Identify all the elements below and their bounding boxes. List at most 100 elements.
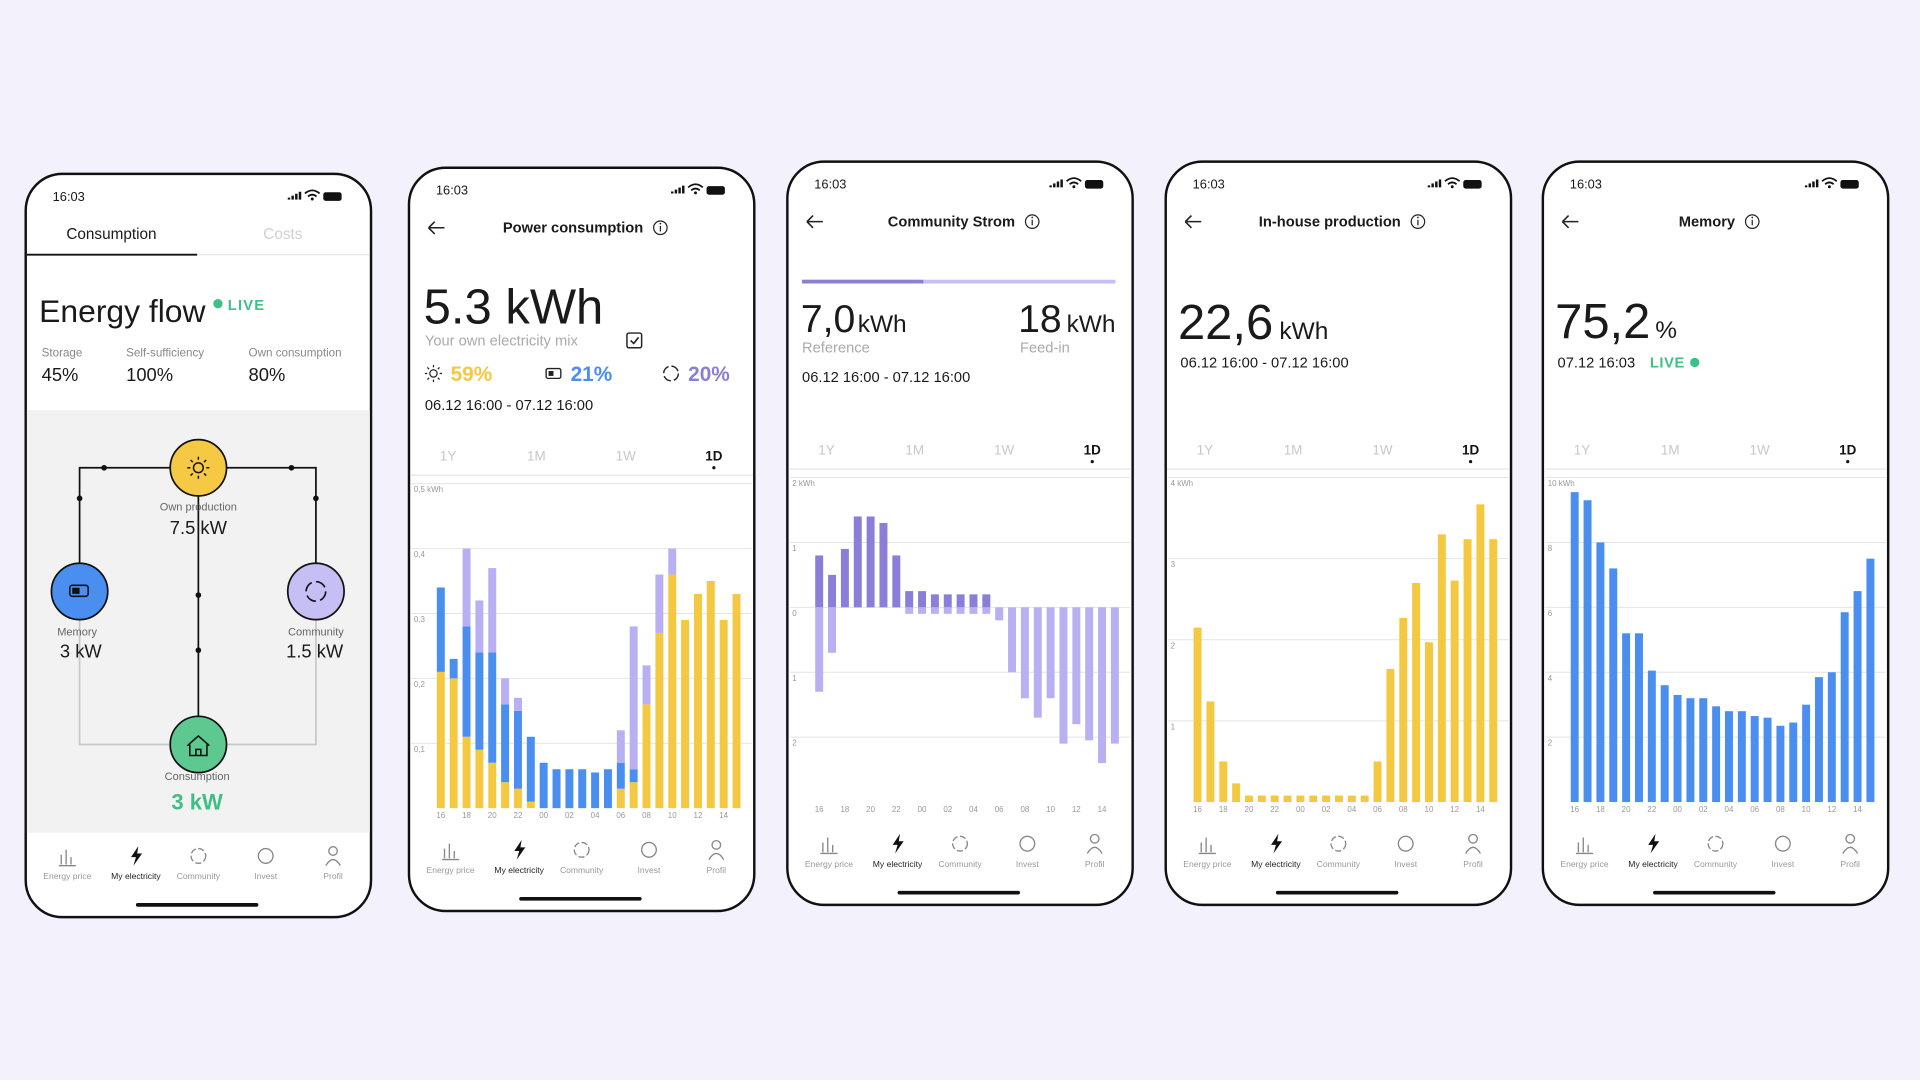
nav-label[interactable]: Community bbox=[1317, 859, 1361, 869]
bar bbox=[449, 658, 458, 679]
nav-icon bbox=[325, 858, 341, 867]
range-button[interactable]: 1W bbox=[1749, 442, 1769, 457]
y-tick-label: 4 kWh bbox=[1171, 479, 1194, 488]
range-button[interactable]: 1M bbox=[905, 442, 924, 457]
y-tick-label: 1 bbox=[792, 674, 797, 683]
info-icon[interactable] bbox=[1410, 214, 1426, 229]
live-dot bbox=[213, 299, 223, 309]
signal-bar bbox=[674, 189, 678, 194]
y-tick-label: 0,2 bbox=[414, 680, 426, 689]
nav-label[interactable]: My electricity bbox=[494, 865, 544, 875]
nav-label[interactable]: Community bbox=[177, 871, 221, 881]
info-icon[interactable] bbox=[1024, 214, 1040, 229]
figure-value: 18 bbox=[1018, 298, 1062, 341]
nav-label[interactable]: Invest bbox=[638, 865, 661, 875]
bar bbox=[488, 652, 497, 763]
y-tick-label: 2 kWh bbox=[792, 479, 815, 488]
range-dot bbox=[712, 466, 716, 470]
bar bbox=[436, 587, 445, 672]
range-button[interactable]: 1Y bbox=[1574, 442, 1590, 457]
info-icon-dot bbox=[1031, 216, 1034, 219]
nav-label[interactable]: Invest bbox=[1771, 859, 1794, 869]
range-button[interactable]: 1M bbox=[527, 448, 546, 463]
range-button[interactable]: 1D bbox=[705, 448, 722, 463]
nav-label[interactable]: Invest bbox=[1394, 859, 1417, 869]
bar bbox=[1450, 580, 1459, 803]
range-button[interactable]: 1D bbox=[1462, 442, 1479, 457]
stat-value: 80% bbox=[249, 364, 286, 385]
info-icon[interactable] bbox=[1744, 214, 1760, 229]
range-button[interactable]: 1D bbox=[1839, 442, 1856, 457]
node-label: Community bbox=[288, 627, 344, 639]
nav-label[interactable]: Invest bbox=[254, 871, 277, 881]
back-arrow[interactable] bbox=[1184, 214, 1202, 229]
battery-icon bbox=[1463, 180, 1482, 189]
tab[interactable]: Costs bbox=[263, 226, 302, 243]
range-button[interactable]: 1W bbox=[1372, 442, 1392, 457]
nav-label[interactable]: My electricity bbox=[1628, 859, 1678, 869]
nav-label[interactable]: Energy price bbox=[1560, 859, 1608, 869]
nav-label[interactable]: Energy price bbox=[43, 871, 91, 881]
nav-label[interactable]: Energy price bbox=[805, 859, 853, 869]
nav-label[interactable]: My electricity bbox=[1251, 859, 1301, 869]
nav-label[interactable]: Community bbox=[938, 859, 982, 869]
range-button[interactable]: 1Y bbox=[1197, 442, 1213, 457]
x-tick-label: 14 bbox=[719, 811, 728, 820]
range-button[interactable]: 1W bbox=[994, 442, 1014, 457]
range-button[interactable]: 1M bbox=[1284, 442, 1303, 457]
stat-value: 100% bbox=[126, 364, 173, 385]
sun-ray bbox=[426, 377, 430, 380]
back-arrow[interactable] bbox=[1561, 214, 1579, 229]
x-tick-label: 18 bbox=[1219, 805, 1228, 814]
status-time: 16:03 bbox=[1570, 177, 1602, 192]
x-tick-label: 04 bbox=[1725, 805, 1734, 814]
info-icon[interactable] bbox=[653, 220, 668, 236]
bar bbox=[501, 782, 510, 809]
range-button[interactable]: 1Y bbox=[818, 442, 834, 457]
nav-label[interactable]: Profil bbox=[1840, 859, 1860, 869]
x-tick-label: 06 bbox=[995, 805, 1004, 814]
x-tick-label: 02 bbox=[1699, 805, 1708, 814]
x-tick-label: 00 bbox=[1296, 805, 1305, 814]
nav-label[interactable]: Energy price bbox=[427, 865, 475, 875]
y-tick-label: 0,5 kWh bbox=[414, 485, 443, 494]
range-button[interactable]: 1W bbox=[616, 448, 636, 463]
x-tick-label: 04 bbox=[591, 811, 600, 820]
bar bbox=[1412, 583, 1421, 803]
bar bbox=[526, 736, 535, 802]
back-arrow[interactable] bbox=[806, 214, 823, 229]
bar bbox=[982, 607, 991, 614]
flow-dot bbox=[313, 495, 319, 502]
signal-bar bbox=[1431, 183, 1434, 188]
nav-label[interactable]: Energy price bbox=[1183, 859, 1231, 869]
nav-label[interactable]: My electricity bbox=[873, 859, 923, 869]
status-time: 16:03 bbox=[1193, 177, 1225, 192]
bar bbox=[629, 782, 638, 809]
nav-label[interactable]: Community bbox=[1694, 859, 1738, 869]
nav-label[interactable]: My electricity bbox=[111, 871, 161, 881]
bar bbox=[828, 607, 837, 653]
range-button[interactable]: 1Y bbox=[440, 448, 456, 463]
bar bbox=[1008, 607, 1017, 673]
bar bbox=[616, 788, 625, 809]
x-tick-label: 12 bbox=[1450, 805, 1459, 814]
bar bbox=[1046, 607, 1055, 699]
range-button[interactable]: 1D bbox=[1084, 442, 1101, 457]
checkbox[interactable] bbox=[626, 332, 643, 349]
nav-label[interactable]: Profil bbox=[323, 871, 343, 881]
back-arrow[interactable] bbox=[428, 221, 445, 235]
bar bbox=[475, 652, 484, 750]
bar bbox=[1257, 795, 1266, 803]
nav-label[interactable]: Profil bbox=[707, 865, 727, 875]
range-button[interactable]: 1M bbox=[1661, 442, 1680, 457]
tab[interactable]: Consumption bbox=[66, 226, 156, 243]
nav-label[interactable]: Profil bbox=[1463, 859, 1483, 869]
nav-icon bbox=[711, 839, 722, 850]
bar bbox=[1635, 633, 1643, 803]
nav-label[interactable]: Community bbox=[560, 865, 604, 875]
nav-label[interactable]: Profil bbox=[1085, 859, 1105, 869]
stat-value: 45% bbox=[42, 364, 79, 385]
bar bbox=[1386, 669, 1395, 803]
bar bbox=[642, 665, 651, 705]
nav-label[interactable]: Invest bbox=[1016, 859, 1039, 869]
